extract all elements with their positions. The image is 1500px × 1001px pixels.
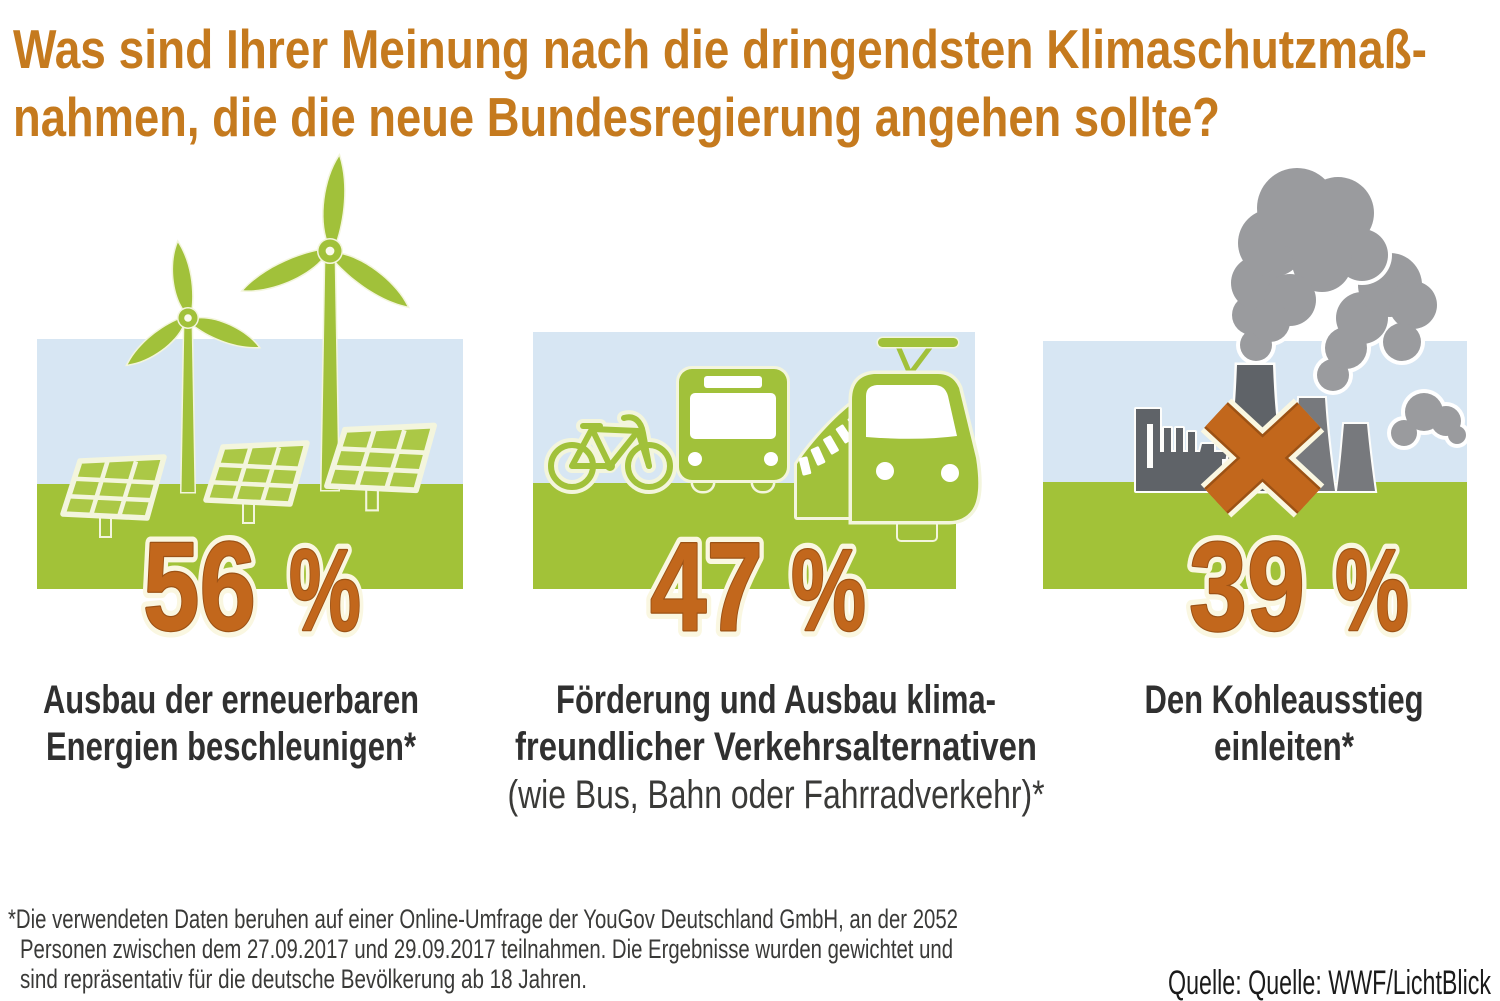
percentage-number: 47	[650, 516, 763, 657]
headline-line-1: Was sind Ihrer Meinung nach die dringend…	[13, 18, 1427, 80]
smoke-cloud-large	[1227, 164, 1392, 365]
panel-label-line: Den Kohleausstieg	[1145, 678, 1424, 722]
panel-transport: 47 % 47 % Förderung und Ausbau klima- fr…	[508, 332, 1045, 817]
prohibition-x-icon	[1200, 398, 1325, 518]
footnote-line-1: *Die verwendeten Daten beruhen auf einer…	[8, 904, 958, 934]
footnote-line-3: sind repräsentativ für die deutsche Bevö…	[20, 964, 587, 994]
wind-turbine-small-icon	[125, 239, 262, 494]
panel-label-line: Energien beschleunigen*	[46, 725, 416, 769]
solar-panel	[60, 454, 167, 538]
footnote-line-2: Personen zwischen dem 27.09.2017 und 29.…	[20, 934, 953, 964]
train-headlight	[941, 464, 959, 482]
solar-panel	[324, 422, 437, 512]
footnote: *Die verwendeten Daten beruhen auf einer…	[8, 904, 958, 994]
train-headlight	[876, 462, 894, 480]
ground-background	[1043, 482, 1467, 589]
panel-label-renewables: Ausbau der erneuerbaren Energien beschle…	[43, 678, 419, 769]
source-credit: Quelle: Quelle: WWF/LichtBlick	[1168, 964, 1492, 1001]
panel-coal-exit: 39 % 39 % Den Kohleausstieg einleiten*	[1043, 164, 1470, 769]
headline: Was sind Ihrer Meinung nach die dringend…	[13, 18, 1427, 148]
panel-label-line: Ausbau der erneuerbaren	[43, 678, 419, 722]
percentage-value-coal-exit: 39 % 39 %	[1183, 510, 1416, 664]
pantograph	[876, 336, 960, 376]
percentage-number-halo: 56	[143, 516, 256, 657]
panel-label-line: Förderung und Ausbau klima-	[556, 678, 996, 722]
solar-panels-icon	[60, 422, 437, 538]
panel-label-line: freundlicher Verkehrsalternativen	[515, 725, 1037, 769]
percentage-number-halo: 47	[650, 516, 763, 657]
percent-sign: %	[791, 525, 866, 655]
bus-icon	[676, 366, 790, 494]
panel-label-subline: (wie Bus, Bahn oder Fahrradverkehr)*	[508, 773, 1045, 817]
train-step	[896, 520, 938, 542]
headline-line-2: nahmen, die die neue Bundesregierung ang…	[13, 86, 1220, 148]
cooling-tower-right-icon	[1334, 422, 1378, 493]
bicycle-icon	[544, 410, 677, 494]
percent-sign-halo: %	[791, 525, 866, 655]
percent-sign-halo: %	[289, 525, 361, 655]
solar-panel	[203, 440, 310, 524]
smoke-cloud-small	[1387, 389, 1470, 450]
train-windshield	[866, 385, 957, 439]
percentage-value-transport: 47 % 47 %	[644, 510, 873, 664]
percentage-number-halo: 39	[1189, 516, 1305, 657]
percent-sign: %	[1335, 525, 1409, 655]
factory-window	[1147, 424, 1153, 468]
wind-turbine-large-icon	[240, 152, 411, 492]
percentage-value-renewables: 56 % 56 %	[137, 510, 368, 664]
panel-label-coal-exit: Den Kohleausstieg einleiten*	[1145, 678, 1424, 769]
panel-renewables: 56 % 56 % Ausbau der erneuerbaren Energi…	[37, 152, 463, 769]
percent-sign-halo: %	[1335, 525, 1409, 655]
train-icon	[794, 336, 982, 542]
percent-sign: %	[289, 525, 361, 655]
panel-label-transport: Förderung und Ausbau klima- freundlicher…	[508, 678, 1045, 817]
smoke-cloud-medium	[1313, 249, 1441, 395]
panel-label-line: einleiten*	[1214, 725, 1354, 769]
percentage-number: 39	[1189, 516, 1305, 657]
percentage-number: 56	[143, 516, 256, 657]
